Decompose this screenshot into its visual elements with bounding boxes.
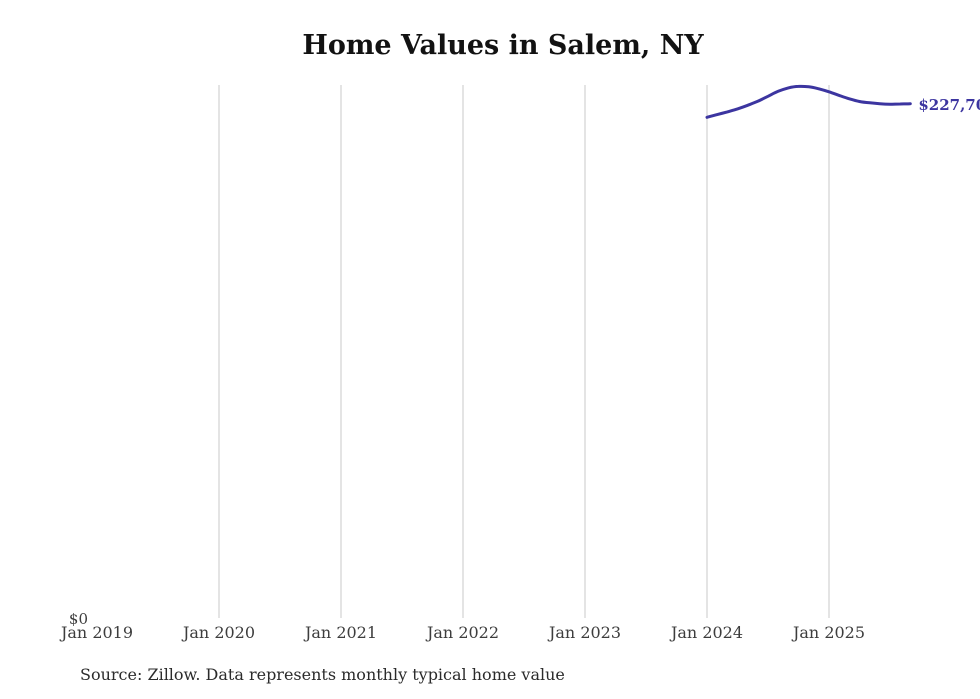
x-tick-label-jan-2023: Jan 2023 [548, 623, 622, 642]
x-tick-label-jan-2021: Jan 2021 [304, 623, 378, 642]
x-tick-label-jan-2022: Jan 2022 [426, 623, 500, 642]
chart-title: Home Values in Salem, NY [302, 30, 704, 61]
x-tick-label-jan-2025: Jan 2025 [792, 623, 866, 642]
x-tick-label-jan-2020: Jan 2020 [182, 623, 256, 642]
home-value-line [705, 84, 912, 119]
source-note: Source: Zillow. Data represents monthly … [80, 665, 565, 684]
y-axis-zero-tick-label: $0 [68, 610, 88, 628]
x-tick-label-jan-2019: Jan 2019 [60, 623, 134, 642]
x-tick-label-jan-2024: Jan 2024 [670, 623, 744, 642]
latest-value-label: $227,700 [918, 95, 980, 114]
